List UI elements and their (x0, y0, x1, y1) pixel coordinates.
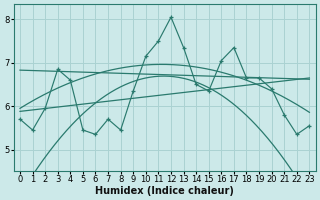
X-axis label: Humidex (Indice chaleur): Humidex (Indice chaleur) (95, 186, 234, 196)
